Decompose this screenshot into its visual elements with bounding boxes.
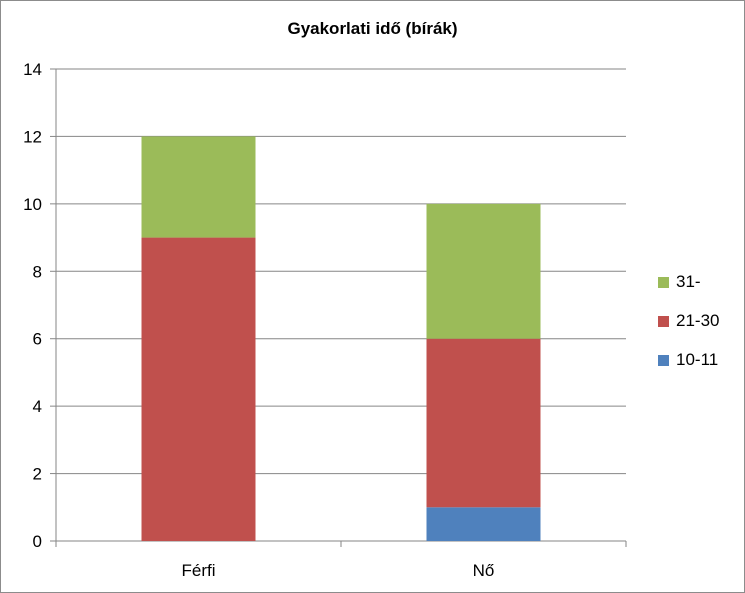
legend: 31- 21-30 10-11 bbox=[658, 272, 719, 389]
bar-10-11-Nő bbox=[426, 507, 541, 541]
y-tick-label: 2 bbox=[33, 465, 42, 484]
legend-item: 10-11 bbox=[658, 350, 719, 370]
y-tick-label: 12 bbox=[23, 127, 42, 146]
chart-title: Gyakorlati idő (bírák) bbox=[287, 19, 458, 38]
x-tick-label: Férfi bbox=[182, 561, 216, 580]
y-tick-label: 14 bbox=[23, 60, 42, 79]
legend-swatch bbox=[658, 315, 669, 327]
legend-item: 31- bbox=[658, 272, 719, 292]
legend-label: 21-30 bbox=[676, 311, 720, 330]
legend-item: 21-30 bbox=[658, 311, 719, 331]
bar-21-30-Férfi bbox=[141, 237, 256, 542]
bar-21-30-Nő bbox=[426, 338, 541, 508]
y-tick-label: 4 bbox=[33, 397, 42, 416]
bar-31--Férfi bbox=[141, 136, 256, 238]
y-tick-label: 6 bbox=[33, 330, 42, 349]
x-tick-label: Nő bbox=[473, 561, 495, 580]
legend-swatch bbox=[658, 354, 669, 366]
legend-label: 10-11 bbox=[676, 350, 719, 369]
bar-31--Nő bbox=[426, 203, 541, 339]
legend-label: 31- bbox=[676, 272, 701, 291]
y-tick-label: 0 bbox=[33, 532, 42, 551]
legend-swatch bbox=[658, 276, 669, 288]
y-tick-label: 10 bbox=[23, 195, 42, 214]
y-tick-label: 8 bbox=[33, 262, 42, 281]
